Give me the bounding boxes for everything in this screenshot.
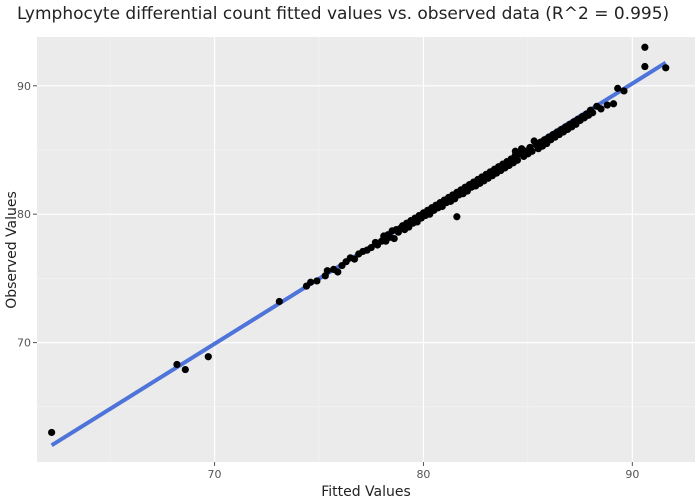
data-point	[641, 43, 649, 51]
y-axis-title: Observed Values	[4, 191, 20, 309]
data-point	[367, 243, 375, 252]
data-point	[350, 255, 359, 263]
data-point	[513, 156, 522, 164]
data-point	[204, 353, 212, 361]
data-point	[589, 109, 597, 117]
data-point	[614, 84, 622, 92]
data-point	[597, 105, 605, 113]
y-tick-label: 80	[17, 208, 31, 221]
data-point	[662, 64, 670, 72]
data-point	[173, 360, 181, 369]
data-point	[620, 87, 628, 95]
data-point	[453, 213, 461, 221]
data-point	[181, 365, 189, 374]
data-point	[275, 297, 283, 306]
data-point	[390, 234, 398, 243]
data-point	[603, 101, 611, 109]
data-point	[307, 278, 315, 286]
x-axis-ticks: 70 80 90	[208, 462, 639, 481]
x-tick-label: 70	[208, 468, 222, 481]
x-tick-label: 80	[416, 468, 430, 481]
y-tick-label: 90	[17, 80, 31, 93]
x-tick-label: 90	[625, 468, 639, 481]
data-point	[641, 62, 649, 71]
data-point	[48, 428, 56, 437]
data-point	[323, 267, 331, 275]
data-point	[609, 100, 618, 108]
y-tick-label: 70	[17, 337, 31, 350]
major-gridlines	[37, 37, 695, 462]
minor-gridlines	[37, 37, 695, 462]
data-point	[313, 277, 321, 285]
data-point	[334, 268, 342, 276]
chart-title: Lymphocyte differential count fitted val…	[17, 4, 670, 24]
y-axis-ticks: 70 80 90	[17, 80, 37, 350]
data-point	[528, 147, 536, 155]
x-axis-title: Fitted Values	[321, 484, 411, 500]
data-points	[48, 43, 670, 437]
